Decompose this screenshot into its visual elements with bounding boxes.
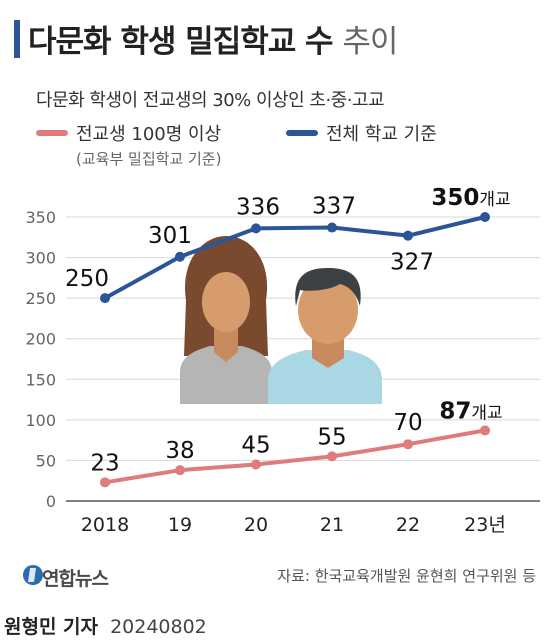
y-tick-label-250: 250	[25, 289, 56, 308]
legend-swatch-total	[286, 130, 318, 136]
legend-swatch-100	[36, 130, 68, 136]
y-tick-label-50: 50	[36, 451, 56, 470]
data-point-1-1	[175, 465, 185, 476]
source-note: 자료: 한국교육개발원 윤현희 연구위원 등	[277, 567, 536, 585]
data-label-1-1: 38	[165, 438, 194, 464]
data-point-0-1	[175, 251, 185, 262]
chart-title-main: 다문화 학생 밀집학교 수	[28, 24, 334, 60]
x-tick-label-5: 23년	[464, 514, 506, 536]
unit-label-1: 개교	[471, 403, 502, 423]
publish-date: 20240802	[110, 616, 207, 638]
series-line-0	[103, 215, 487, 301]
x-tick-label-3: 21	[320, 514, 344, 536]
author-name: 원형민 기자	[4, 616, 99, 638]
x-tick-label-1: 19	[168, 514, 192, 536]
data-point-0-5	[480, 212, 490, 222]
y-tick-label-350: 350	[25, 208, 56, 227]
line-chart: 0 50 100 150 200 250 300 350 250 301 336 337 327 350…	[25, 185, 540, 536]
data-point-0-0	[100, 293, 110, 304]
data-label-0-5: 350개교	[431, 185, 510, 211]
x-axis: 2018 19 20 21 22 23년	[81, 514, 506, 536]
data-label-1-2: 45	[241, 432, 270, 458]
chart-title: 다문화 학생 밀집학교 수 추이	[28, 16, 398, 61]
y-tick-label-0: 0	[46, 492, 56, 511]
series-lines	[103, 215, 487, 485]
data-point-1-5	[480, 425, 490, 436]
data-label-1-4: 70	[393, 410, 422, 436]
title-accent-bar	[14, 20, 20, 58]
credit-line: 원형민 기자 20240802	[4, 612, 207, 639]
data-label-1-0: 23	[90, 450, 119, 476]
x-tick-label-0: 2018	[81, 514, 129, 536]
data-label-0-2: 336	[236, 194, 280, 220]
girl-icon	[180, 236, 272, 404]
data-point-0-4	[403, 230, 413, 241]
series-points	[100, 212, 490, 488]
legend-label-total: 전체 학교 기준	[326, 124, 437, 145]
yonhap-logo-icon	[23, 565, 43, 585]
data-point-0-3	[327, 222, 337, 233]
title-bar: 다문화 학생 밀집학교 수 추이	[0, 0, 550, 80]
unit-label-0: 개교	[479, 190, 510, 210]
students-illustration	[180, 236, 382, 404]
data-point-1-2	[251, 459, 261, 470]
data-label-1-5: 87개교	[439, 398, 502, 424]
legend-label-100: 전교생 100명 이상	[76, 124, 222, 145]
x-tick-label-4: 22	[396, 514, 420, 536]
data-label-0-4: 327	[390, 250, 434, 276]
data-point-1-0	[100, 477, 110, 488]
legend-note-100: (교육부 밀집학교 기준)	[76, 150, 222, 168]
data-point-1-4	[403, 439, 413, 450]
logo-text: 연합뉴스	[42, 568, 109, 590]
y-tick-label-100: 100	[25, 411, 56, 430]
y-tick-label-300: 300	[25, 249, 56, 268]
chart-subtitle: 다문화 학생이 전교생의 30% 이상인 초·중·고교	[36, 90, 385, 111]
data-labels: 250 301 336 337 327 350개교 23 38 45 55 70 87개교	[65, 185, 511, 476]
data-label-0-1: 301	[148, 223, 192, 249]
x-tick-label-2: 20	[244, 514, 268, 536]
y-tick-label-200: 200	[25, 330, 56, 349]
data-label-0-3: 337	[312, 194, 356, 220]
data-label-0-0: 250	[65, 266, 109, 292]
y-tick-label-150: 150	[25, 370, 56, 389]
data-point-1-3	[327, 451, 337, 462]
data-point-0-2	[251, 223, 261, 234]
chart-title-suffix: 추이	[342, 24, 398, 60]
data-label-1-3: 55	[317, 424, 346, 450]
series-line-1	[103, 428, 487, 485]
boy-icon	[268, 268, 382, 404]
